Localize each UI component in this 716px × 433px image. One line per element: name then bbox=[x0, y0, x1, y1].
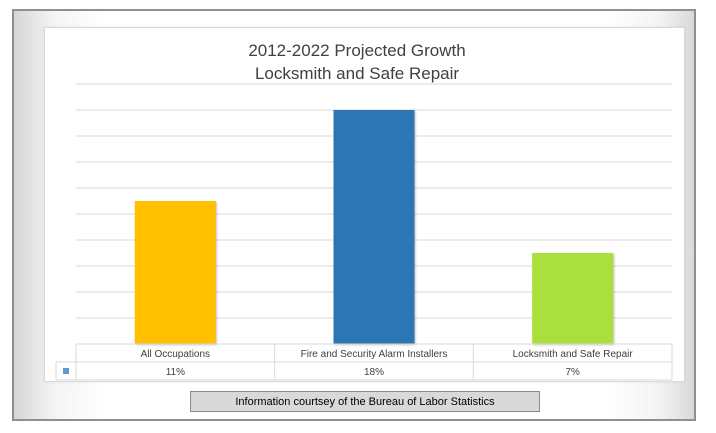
legend-key-swatch bbox=[63, 368, 69, 374]
value-label: 7% bbox=[565, 367, 580, 378]
value-label: 18% bbox=[364, 367, 384, 378]
chart-title-line1: 2012-2022 Projected Growth bbox=[248, 41, 465, 60]
bar-1 bbox=[134, 201, 216, 344]
category-label: Fire and Security Alarm Installers bbox=[301, 349, 448, 360]
bar-3 bbox=[532, 253, 614, 344]
category-label: All Occupations bbox=[141, 349, 210, 360]
bar-2 bbox=[333, 110, 415, 344]
source-note: Information courtsey of the Bureau of La… bbox=[190, 391, 540, 412]
chart-title-line2: Locksmith and Safe Repair bbox=[255, 64, 459, 83]
category-label: Locksmith and Safe Repair bbox=[513, 349, 634, 360]
value-label: 11% bbox=[166, 367, 185, 378]
